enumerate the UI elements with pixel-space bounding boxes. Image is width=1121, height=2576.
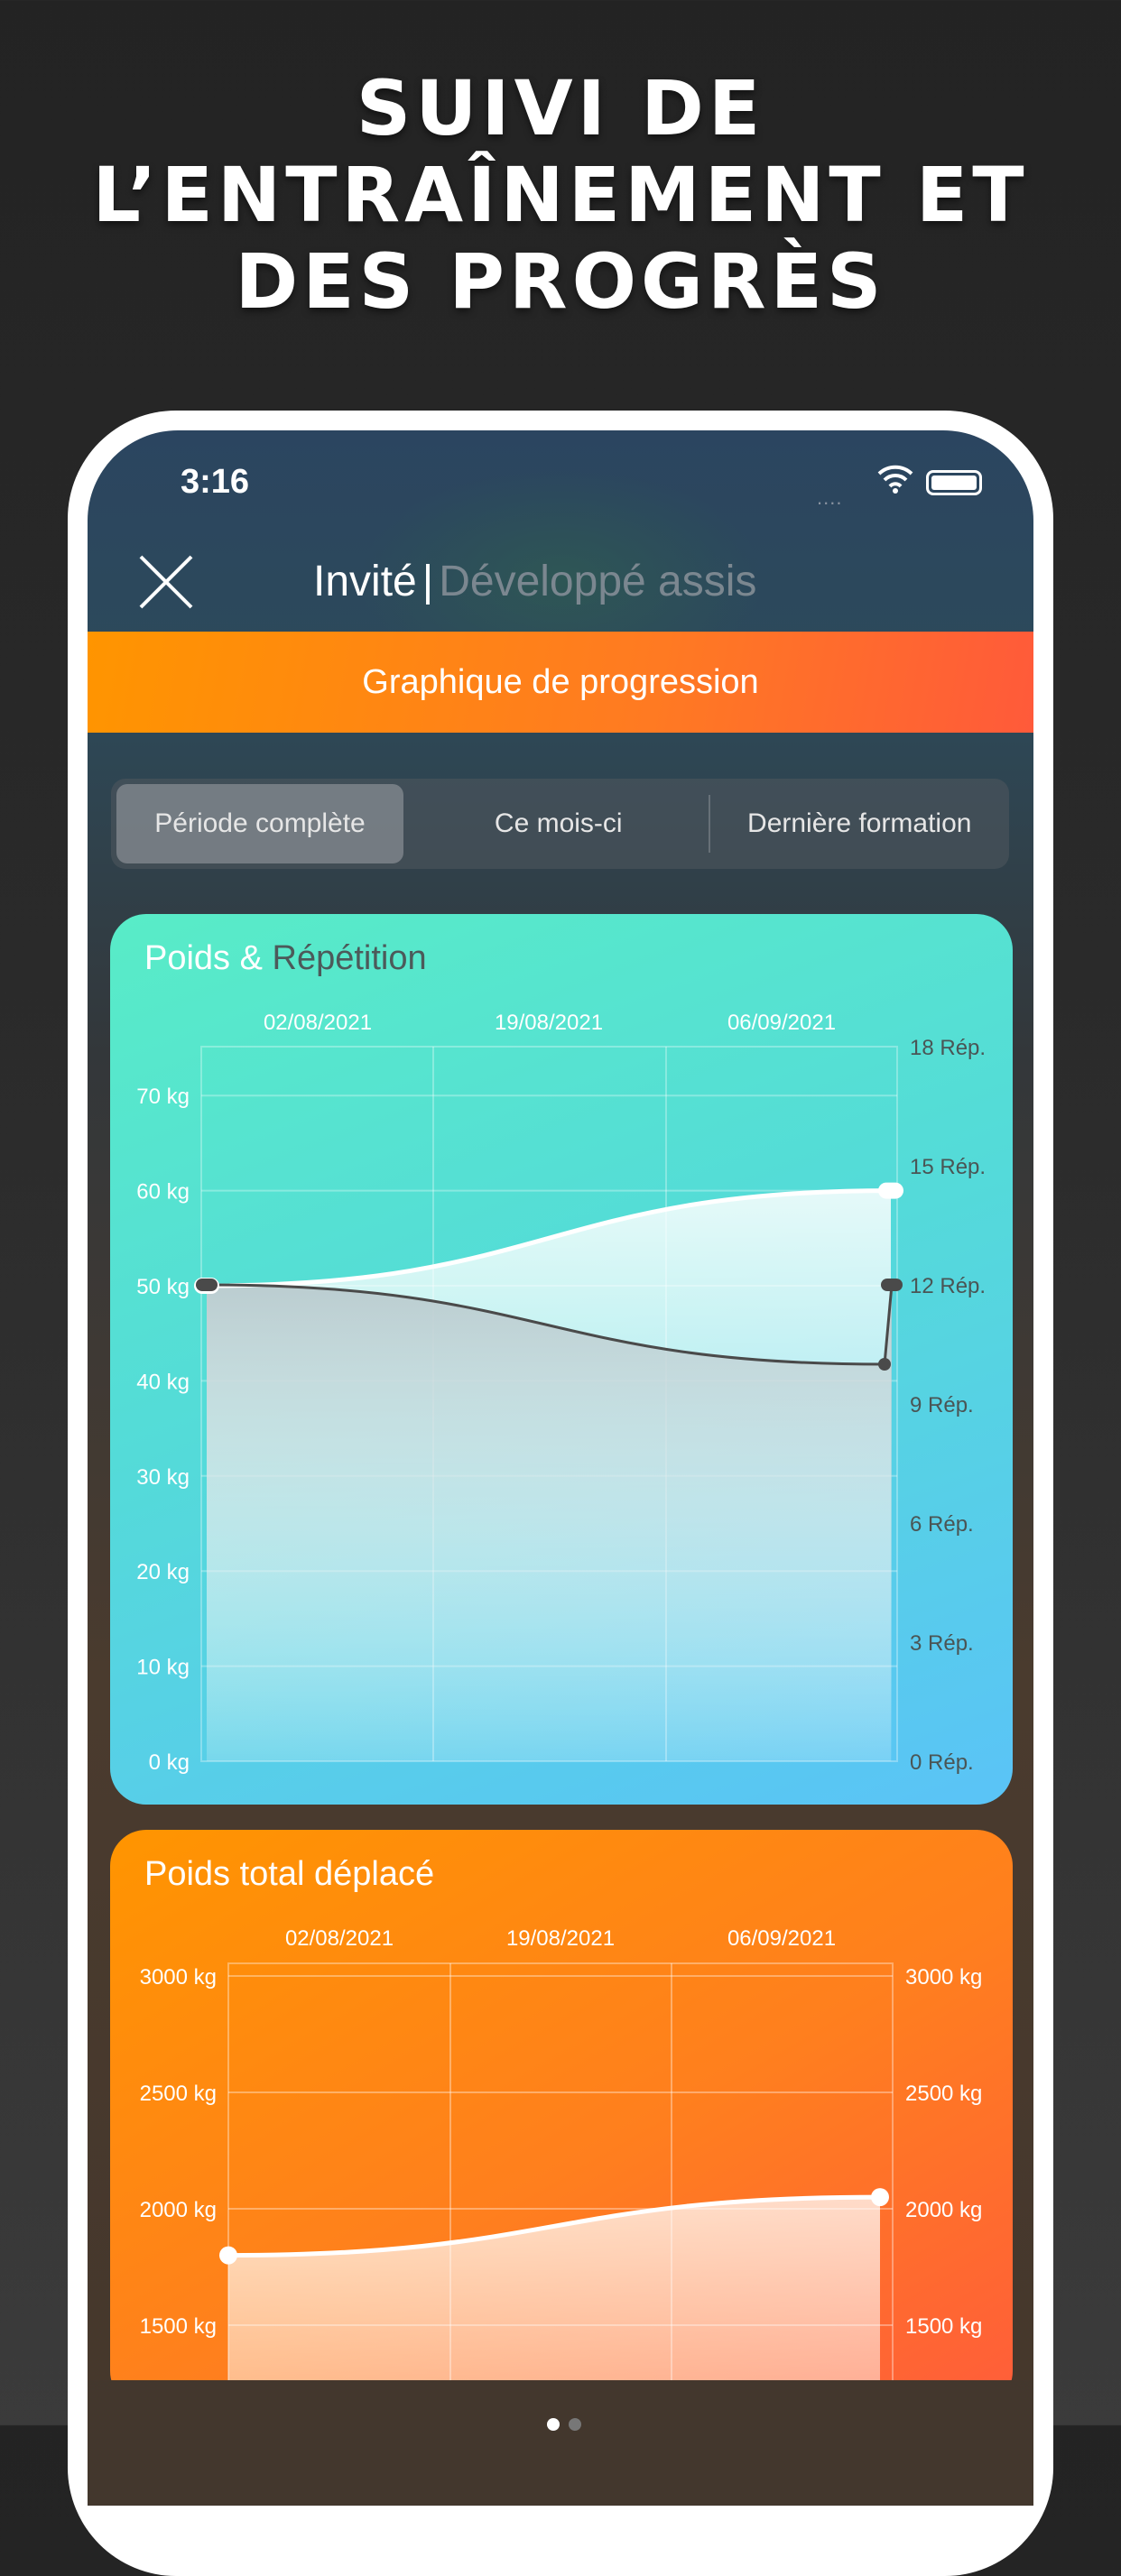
y-left-tick-label: 0 kg bbox=[149, 1750, 190, 1775]
reps-point bbox=[881, 1279, 903, 1291]
y-right-tick-label: 15 Rép. bbox=[910, 1155, 986, 1179]
total-weight-point bbox=[219, 2246, 237, 2265]
y-right-tick-label: 9 Rép. bbox=[910, 1393, 974, 1417]
x-tick-label: 19/08/2021 bbox=[506, 1926, 615, 1951]
x-tick-label: 06/09/2021 bbox=[727, 1926, 836, 1951]
x-tick-label: 06/09/2021 bbox=[727, 1011, 836, 1035]
exercise-name: Développé assis bbox=[439, 558, 757, 605]
y-left-tick-label: 20 kg bbox=[136, 1560, 190, 1584]
weight-line bbox=[206, 1188, 892, 1288]
headline-line: DES PROGRÈS bbox=[235, 237, 886, 326]
total-weight-point bbox=[871, 2188, 889, 2207]
y-left-tick-label: 50 kg bbox=[136, 1275, 190, 1299]
x-tick-label: 19/08/2021 bbox=[495, 1011, 603, 1035]
weight-reps-chart: 0 kg 10 kg 20 kg 30 kg 40 kg 50 kg 60 kg 70 kg 0… bbox=[136, 1011, 986, 1775]
x-tick-label: 02/08/2021 bbox=[264, 1011, 372, 1035]
period-segmented-control: Période complète Ce mois-ci Dernière for… bbox=[111, 779, 1009, 869]
y-right-tick-label: 12 Rép. bbox=[910, 1274, 986, 1298]
y-left-tick-label: 10 kg bbox=[136, 1656, 190, 1680]
segment-divider bbox=[708, 795, 710, 853]
segment-last-workout[interactable]: Dernière formation bbox=[747, 808, 972, 838]
reps-line bbox=[206, 1283, 894, 1366]
y-left-tick-label: 30 kg bbox=[136, 1465, 190, 1490]
bottom-bar bbox=[88, 2380, 1033, 2506]
chart-title-reps: Répétition bbox=[272, 939, 427, 977]
user-name: Invité bbox=[313, 558, 417, 605]
y-left-tick-label: 2500 kg bbox=[140, 2082, 217, 2106]
chart-title-weight: Poids & bbox=[144, 939, 273, 977]
y-left-tick-label: 70 kg bbox=[136, 1085, 190, 1109]
y-right-tick-label: 0 Rép. bbox=[910, 1750, 974, 1775]
nav-title: Invité | Développé assis bbox=[313, 557, 756, 606]
y-right-tick-label: 2500 kg bbox=[905, 2082, 982, 2106]
page-dot[interactable] bbox=[569, 2418, 581, 2431]
battery-icon bbox=[926, 470, 982, 495]
plot-border bbox=[227, 1962, 894, 2407]
headline-line: SUIVI DE bbox=[356, 64, 765, 152]
close-button[interactable] bbox=[139, 555, 193, 609]
page-dot-active[interactable] bbox=[547, 2418, 560, 2431]
reps-point bbox=[878, 1358, 891, 1371]
x-tick-label: 02/08/2021 bbox=[285, 1926, 394, 1951]
total-weight-area bbox=[228, 2197, 880, 2407]
chart-title: Poids & Répétition bbox=[144, 939, 427, 978]
total-weight-chart-card: 1500 kg 2000 kg 2500 kg 3000 kg 1500 kg 2000 … bbox=[110, 1830, 1013, 2407]
weight-point bbox=[878, 1182, 903, 1199]
weight-reps-chart-card: 0 kg 10 kg 20 kg 30 kg 40 kg 50 kg 60 kg 70 kg 0… bbox=[110, 914, 1013, 1805]
y-left-tick-label: 3000 kg bbox=[140, 1965, 217, 1990]
y-right-tick-label: 18 Rép. bbox=[910, 1036, 986, 1060]
y-right-tick-label: 2000 kg bbox=[905, 2198, 982, 2222]
y-left-tick-label: 2000 kg bbox=[140, 2198, 217, 2222]
title-separator: | bbox=[422, 558, 434, 605]
y-right-tick-label: 1500 kg bbox=[905, 2314, 982, 2339]
y-left-tick-label: 40 kg bbox=[136, 1370, 190, 1394]
total-weight-line bbox=[227, 2194, 881, 2258]
reps-area bbox=[207, 1285, 892, 1761]
y-right-tick-label: 3 Rép. bbox=[910, 1631, 974, 1656]
y-left-tick-label: 1500 kg bbox=[140, 2314, 217, 2339]
chart-title: Poids total déplacé bbox=[144, 1855, 435, 1893]
progress-chart-banner: Graphique de progression bbox=[88, 632, 1033, 733]
status-time: 3:16 bbox=[181, 463, 250, 501]
wifi-icon bbox=[877, 463, 913, 502]
close-icon bbox=[139, 555, 193, 609]
signal-icon: .... bbox=[817, 486, 843, 509]
y-left-tick-label: 60 kg bbox=[136, 1180, 190, 1205]
segment-full-period[interactable]: Période complète bbox=[116, 784, 403, 863]
app-screen: 3:16 .... Invité | Développé assis Graphiq… bbox=[88, 430, 1033, 2506]
reps-point bbox=[196, 1279, 218, 1291]
y-right-tick-label: 6 Rép. bbox=[910, 1512, 974, 1537]
promo-headline: SUIVI DE L’ENTRAÎNEMENT ET DES PROGRÈS bbox=[0, 65, 1121, 325]
y-right-tick-label: 3000 kg bbox=[905, 1965, 982, 1990]
headline-line: L’ENTRAÎNEMENT ET bbox=[92, 151, 1029, 239]
segment-this-month[interactable]: Ce mois-ci bbox=[494, 808, 623, 838]
total-weight-chart: 1500 kg 2000 kg 2500 kg 3000 kg 1500 kg 2000 … bbox=[140, 1926, 982, 2407]
